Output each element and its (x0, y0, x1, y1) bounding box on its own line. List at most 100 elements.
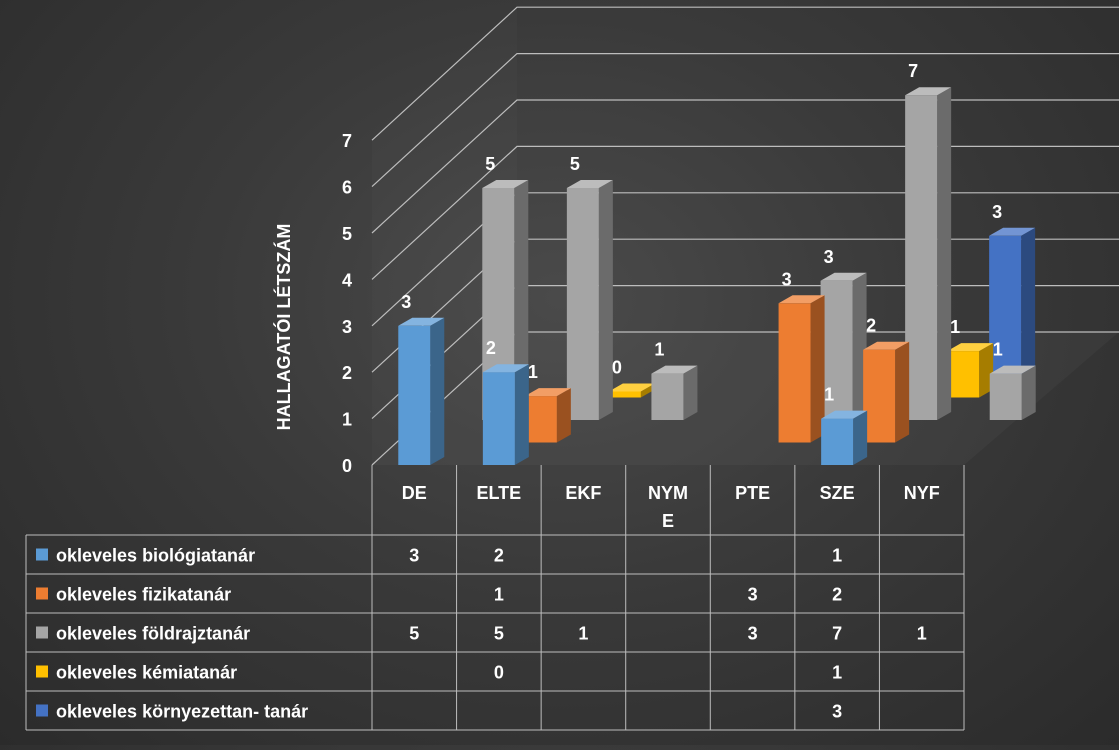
bar-sze-s3 (905, 95, 938, 420)
bar-elte-s4-top (608, 383, 655, 392)
bar-pte-s2 (778, 303, 811, 443)
y-tick-label: 4 (342, 270, 352, 290)
bar-sze-s4-top (947, 343, 994, 352)
legend-swatch (36, 587, 48, 600)
table-cell: 7 (832, 624, 842, 644)
data-label: 3 (992, 202, 1002, 222)
bar-sze-s1 (821, 418, 854, 465)
bar-pte-s2-top (778, 295, 825, 304)
table-cell: 5 (494, 624, 504, 644)
bar-sze-s3-side (937, 87, 952, 420)
legend-label: okleveles földrajztanár (56, 624, 250, 644)
data-label: 0 (612, 358, 622, 378)
bars (398, 87, 1036, 465)
data-label: 1 (993, 340, 1003, 360)
data-label: 5 (485, 154, 495, 174)
y-axis-title: HALLAGATÓI LÉTSZÁM (273, 224, 294, 431)
y-tick-label: 5 (342, 224, 352, 244)
bar-elte-s1-side (514, 364, 529, 465)
bar-elte-s3 (566, 188, 599, 420)
table-cell: 3 (748, 585, 758, 605)
data-label: 1 (824, 385, 834, 405)
y-tick-label: 2 (342, 363, 352, 383)
bar-de-s1 (398, 325, 431, 465)
bar-pte-s2-side (810, 295, 825, 443)
bar-nyf-s3-top (989, 365, 1036, 374)
bar-elte-s1 (482, 372, 515, 465)
bar-ekf-s3-side (683, 365, 698, 420)
legend-label: okleveles kémiatanár (56, 663, 237, 683)
x-tick-label: DE (402, 483, 427, 503)
bar-de-s1-top (398, 317, 445, 326)
y-tick-label: 7 (342, 131, 352, 151)
bar-pte-s3-side (852, 272, 867, 420)
x-tick-label: NYF (904, 483, 940, 503)
bar-elte-s3-top (566, 180, 613, 188)
bar-pte-s3-top (820, 272, 867, 281)
legend-label: okleveles fizikatanár (56, 585, 231, 605)
bar-sze-s2 (863, 349, 896, 443)
bar-sze-s1-top (821, 410, 868, 419)
bar-nyf-s3 (989, 373, 1022, 420)
data-label: 2 (866, 316, 876, 336)
bar-sze-s5-side (1021, 227, 1036, 375)
table-cell: 2 (494, 546, 504, 566)
legend-swatch (36, 626, 48, 639)
data-label: 1 (950, 317, 960, 337)
bar-ekf-s3 (651, 373, 684, 420)
data-label: 1 (528, 362, 538, 382)
table-cell: 1 (494, 585, 504, 605)
bar-de-s3-top (482, 180, 529, 188)
bar-elte-s4-side (640, 383, 655, 398)
table-cell: 0 (494, 663, 504, 683)
legend-swatch (36, 665, 48, 678)
bar-elte-s2-side (556, 388, 571, 443)
y-tick-label: 0 (342, 456, 352, 476)
bar-sze-s4-side (979, 343, 994, 398)
data-label: 2 (486, 338, 496, 358)
x-tick-label: ELTE (477, 483, 522, 503)
bar-elte-s3-side (598, 180, 613, 420)
table-cell: 1 (578, 624, 588, 644)
y-tick-label: 1 (342, 410, 352, 430)
data-label: 3 (824, 247, 834, 267)
bar-sze-s4 (947, 351, 980, 398)
gridline (371, 52, 1119, 188)
bar-elte-s1-top (482, 364, 529, 373)
bar-sze-s3-top (905, 87, 952, 96)
table-cell: 3 (409, 546, 419, 566)
legend-swatch (36, 548, 48, 561)
legend-label: okleveles környezettan- tanár (56, 702, 308, 722)
table-cell: 1 (832, 546, 842, 566)
y-tick-label: 3 (342, 317, 352, 337)
table-cell: 1 (832, 663, 842, 683)
x-tick-label: PTE (735, 483, 770, 503)
bar-sze-s1-side (853, 410, 868, 465)
data-label: 5 (570, 154, 580, 174)
bar-nyf-s3-side (1021, 365, 1036, 420)
bar-de-s1-side (430, 317, 445, 465)
data-table: DE ELTE EKF NYM E PTE SZE NYF okleveles biológia… (25, 465, 965, 731)
bar-sze-s2-side (895, 341, 910, 443)
table-cell: 3 (748, 624, 758, 644)
bar-sze-s5-top (989, 227, 1036, 236)
table-cell: 5 (409, 624, 419, 644)
x-tick-label: EKF (565, 483, 601, 503)
data-label: 3 (782, 269, 792, 289)
bar-sze-s2-top (863, 341, 910, 350)
data-label: 1 (654, 340, 664, 360)
bar-de-s3-side (514, 180, 529, 420)
x-tick-label: SZE (820, 483, 855, 503)
y-axis-ticks: 0 1 2 3 4 5 6 7 (342, 131, 352, 476)
bar-sze-s5 (989, 235, 1022, 375)
bar-pte-s3 (820, 280, 853, 420)
bar-elte-s4 (608, 391, 641, 398)
table-cell: 3 (832, 702, 842, 722)
y-tick-label: 6 (342, 178, 352, 198)
data-label: 3 (401, 292, 411, 312)
legend-swatch (36, 704, 48, 717)
table-cell: 2 (832, 585, 842, 605)
data-label: 7 (908, 61, 918, 81)
